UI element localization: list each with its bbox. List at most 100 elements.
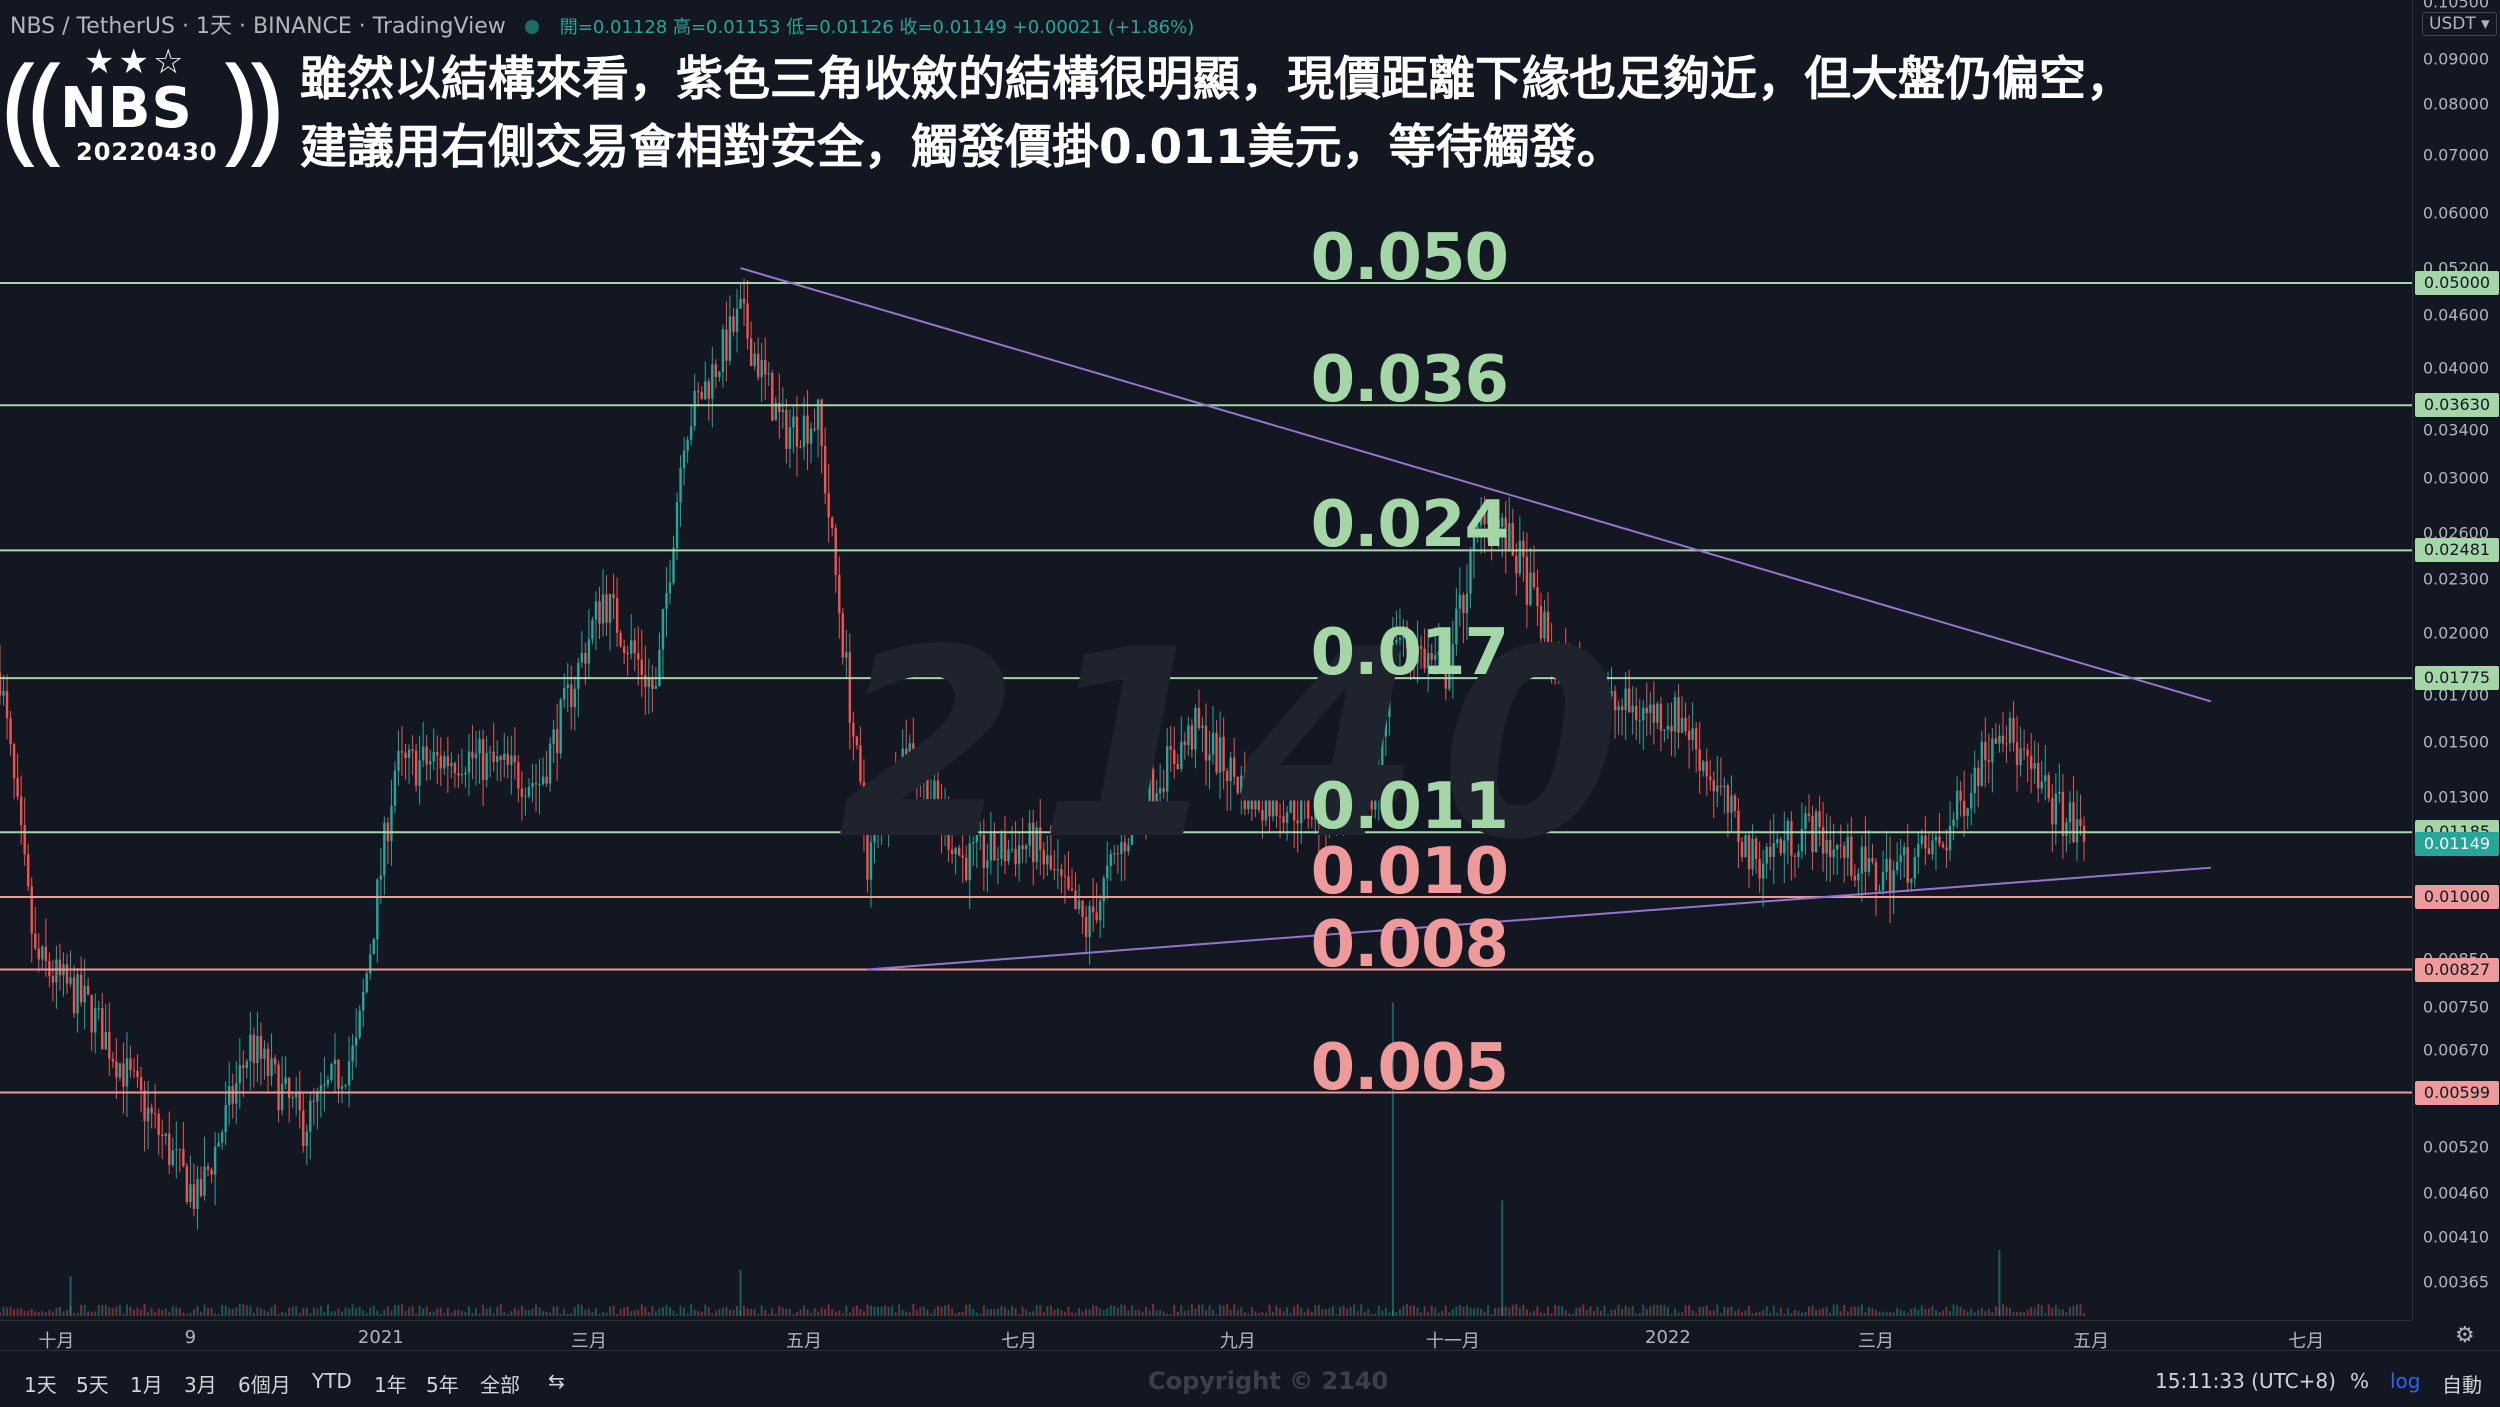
volume-bar <box>2068 1307 2071 1316</box>
time-axis[interactable]: ⚙ 十月 9 2021 三月 五月 七月 九月 十一月 2022 三月 五月 七月 <box>0 1320 2475 1352</box>
candle-body <box>957 847 961 856</box>
volume-bar <box>623 1307 626 1316</box>
price-tick: 0.02600 <box>2422 523 2489 543</box>
candle-body <box>785 409 788 449</box>
range-button[interactable]: 1月 <box>130 1373 163 1397</box>
range-button[interactable]: 3月 <box>184 1373 217 1397</box>
candle-body <box>249 1034 252 1062</box>
candle-body <box>337 1059 340 1089</box>
symbol-bar[interactable]: NBS / TetherUS · 1天 · BINANCE · TradingV… <box>10 14 1195 39</box>
candle-body <box>781 409 785 412</box>
candle-body <box>1067 876 1070 889</box>
volume-bar <box>605 1312 608 1316</box>
volume-bar <box>2026 1309 2029 1316</box>
candle-body <box>358 1010 361 1038</box>
volume-bar <box>1176 1311 1179 1316</box>
volume-bar <box>1247 1313 1250 1316</box>
settings-gear-icon[interactable]: ⚙ <box>2455 1323 2475 1348</box>
auto-toggle[interactable]: 自動 <box>2442 1373 2482 1397</box>
range-button[interactable]: 6個月 <box>238 1373 291 1397</box>
interval[interactable]: 1天 <box>195 14 232 39</box>
candle-body <box>950 849 954 855</box>
volume-bar <box>284 1312 287 1316</box>
candle-body <box>1166 746 1169 792</box>
volume-bar <box>1959 1306 1962 1316</box>
volume-bar <box>1469 1307 1472 1316</box>
volume-bar <box>1490 1313 1493 1316</box>
volume-bar <box>1666 1307 1669 1316</box>
candle-body <box>915 769 919 776</box>
time-tick: 十月 <box>38 1331 75 1352</box>
volume-bar <box>168 1311 171 1316</box>
price-tick: 0.00365 <box>2422 1272 2489 1292</box>
range-button[interactable]: 5天 <box>76 1373 109 1397</box>
candle-body <box>2029 755 2033 769</box>
volume-bar <box>951 1308 954 1316</box>
volume-bar <box>1599 1310 1602 1316</box>
candle-body <box>44 946 48 962</box>
volume-bar <box>1483 1311 1486 1316</box>
range-button[interactable]: 1年 <box>374 1373 407 1397</box>
range-button[interactable]: 5年 <box>426 1373 459 1397</box>
candle-body <box>1423 648 1426 669</box>
candle-body <box>577 662 580 689</box>
volume-bar <box>379 1313 382 1316</box>
log-toggle[interactable]: log <box>2390 1369 2421 1393</box>
candle-body <box>1183 741 1187 746</box>
candle-body <box>182 1149 185 1167</box>
clock[interactable]: 15:11:33 (UTC+8) <box>2155 1369 2336 1393</box>
volume-bar <box>905 1311 908 1316</box>
candle-body <box>1606 696 1610 706</box>
candle-body <box>644 674 647 687</box>
candle-body <box>365 973 368 992</box>
date-range-icon[interactable]: ⇆ <box>548 1369 565 1393</box>
currency-selector[interactable]: USDT ▾ <box>2422 12 2497 36</box>
volume-bar <box>397 1305 400 1316</box>
candle-body <box>55 959 58 983</box>
candle-body <box>672 548 675 583</box>
candle-body <box>968 843 971 881</box>
candle-body <box>1081 900 1084 917</box>
candle-body <box>280 1083 284 1111</box>
candle-body <box>390 805 393 842</box>
candle-body <box>947 812 950 850</box>
volume-bar <box>1748 1305 1751 1316</box>
volume-bar <box>1303 1312 1306 1316</box>
volume-bar <box>2051 1307 2054 1316</box>
volume-bar <box>2023 1312 2026 1316</box>
candle-body <box>1645 707 1648 714</box>
candle-body <box>1684 717 1687 731</box>
volume-bar <box>1504 1306 1507 1316</box>
candle-body <box>30 886 33 934</box>
volume-bar <box>1825 1307 1828 1316</box>
volume-bar <box>817 1311 820 1316</box>
price-scale[interactable]: 0.10500 0.09000 0.08000 0.07000 0.06000 0.05… <box>2412 0 2500 1320</box>
volume-bar <box>1208 1305 1211 1316</box>
range-button[interactable]: 全部 <box>480 1373 520 1397</box>
volume-bar <box>1892 1312 1895 1316</box>
candle-body <box>806 415 809 444</box>
volume-bar <box>1603 1305 1606 1316</box>
percent-toggle[interactable]: % <box>2350 1369 2370 1393</box>
volume-bar <box>1836 1304 1839 1316</box>
price-tag: 0.01775 <box>2415 666 2499 691</box>
volume-bar <box>1998 1250 2001 1316</box>
volume-bar <box>1973 1312 1976 1316</box>
volume-bar <box>178 1307 181 1316</box>
volume-bar <box>245 1305 248 1316</box>
range-button[interactable]: 1天 <box>24 1373 57 1397</box>
candle-body <box>1497 519 1500 527</box>
volume-bar <box>1180 1305 1183 1316</box>
candle-body <box>1613 690 1617 711</box>
candle-body <box>1317 799 1321 825</box>
candle-body <box>1663 729 1666 731</box>
price-tick: 0.07000 <box>2422 145 2489 165</box>
symbol-name[interactable]: NBS / TetherUS <box>10 14 175 39</box>
volume-bar <box>799 1309 802 1316</box>
range-button[interactable]: YTD <box>312 1369 352 1393</box>
candle-body <box>1825 840 1828 854</box>
candle-body <box>513 755 517 763</box>
candle-body <box>1994 738 1998 744</box>
candle-body <box>76 974 79 1014</box>
